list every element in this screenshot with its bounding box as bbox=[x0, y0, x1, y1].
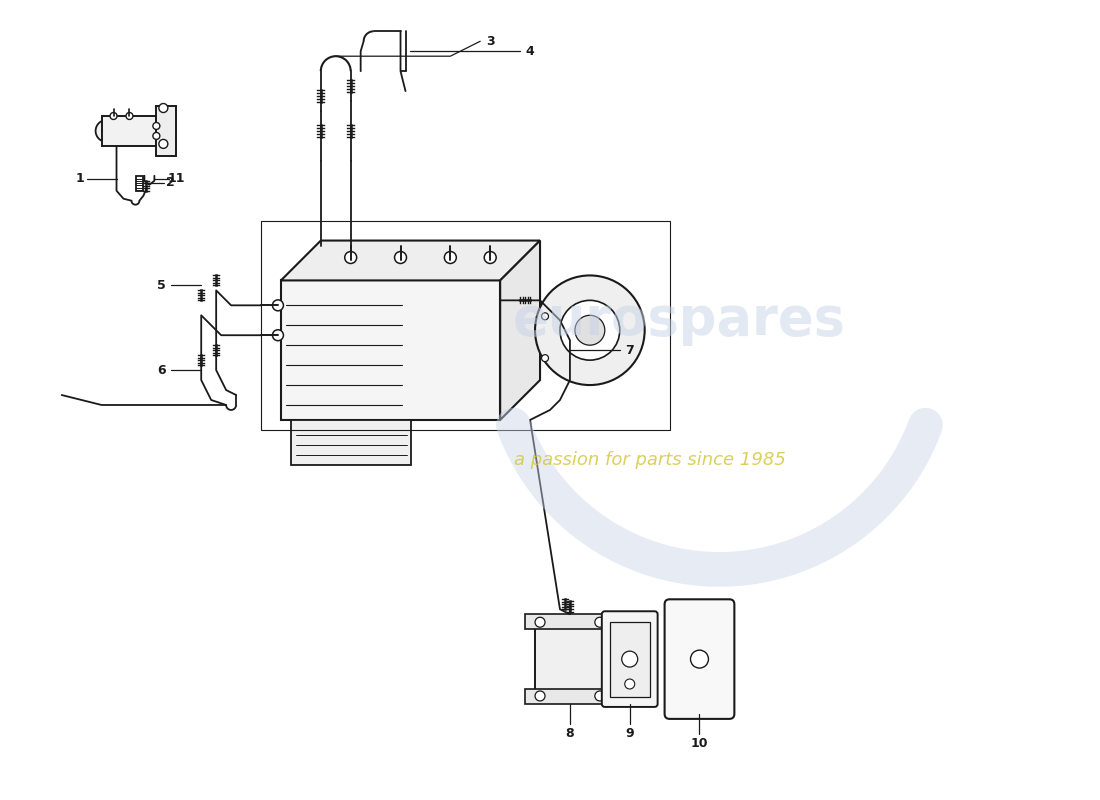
Text: 8: 8 bbox=[565, 727, 574, 740]
Circle shape bbox=[153, 133, 159, 139]
Bar bbox=[525, 614, 615, 630]
Text: 11: 11 bbox=[167, 172, 185, 186]
Bar bbox=[535, 624, 605, 694]
Bar bbox=[101, 116, 156, 146]
Text: 10: 10 bbox=[691, 738, 708, 750]
Circle shape bbox=[110, 113, 117, 119]
Circle shape bbox=[273, 300, 284, 311]
Text: 2: 2 bbox=[166, 176, 175, 190]
Circle shape bbox=[535, 275, 645, 385]
Polygon shape bbox=[500, 241, 540, 420]
Circle shape bbox=[395, 251, 407, 263]
Circle shape bbox=[96, 120, 118, 142]
Text: 5: 5 bbox=[157, 279, 166, 292]
Circle shape bbox=[595, 618, 605, 627]
Text: 6: 6 bbox=[157, 364, 166, 377]
Circle shape bbox=[484, 251, 496, 263]
Circle shape bbox=[541, 354, 549, 362]
Circle shape bbox=[691, 650, 708, 668]
FancyBboxPatch shape bbox=[664, 599, 735, 719]
Bar bbox=[525, 689, 615, 704]
Text: 1: 1 bbox=[75, 172, 84, 186]
Text: 9: 9 bbox=[626, 727, 634, 740]
Circle shape bbox=[444, 251, 456, 263]
Circle shape bbox=[126, 113, 133, 119]
Circle shape bbox=[344, 251, 356, 263]
Circle shape bbox=[158, 139, 168, 148]
Circle shape bbox=[575, 315, 605, 345]
Circle shape bbox=[535, 618, 544, 627]
Bar bbox=[136, 176, 143, 190]
FancyBboxPatch shape bbox=[602, 611, 658, 707]
Text: a passion for parts since 1985: a passion for parts since 1985 bbox=[514, 450, 785, 469]
Text: 7: 7 bbox=[625, 344, 634, 357]
Text: 4: 4 bbox=[526, 45, 535, 58]
Circle shape bbox=[273, 330, 284, 341]
Circle shape bbox=[560, 300, 619, 360]
Bar bbox=[280, 281, 500, 420]
Circle shape bbox=[153, 122, 159, 130]
Circle shape bbox=[158, 103, 168, 113]
Circle shape bbox=[595, 691, 605, 701]
Bar bbox=[156, 106, 176, 156]
Polygon shape bbox=[280, 241, 540, 281]
Bar bbox=[290, 420, 411, 465]
Circle shape bbox=[535, 691, 544, 701]
Circle shape bbox=[625, 679, 635, 689]
Text: 3: 3 bbox=[486, 34, 495, 48]
Text: eurospares: eurospares bbox=[513, 294, 846, 346]
Bar bbox=[609, 622, 650, 697]
Circle shape bbox=[101, 126, 111, 136]
Bar bbox=[261, 221, 670, 430]
Circle shape bbox=[541, 313, 549, 320]
Circle shape bbox=[621, 651, 638, 667]
